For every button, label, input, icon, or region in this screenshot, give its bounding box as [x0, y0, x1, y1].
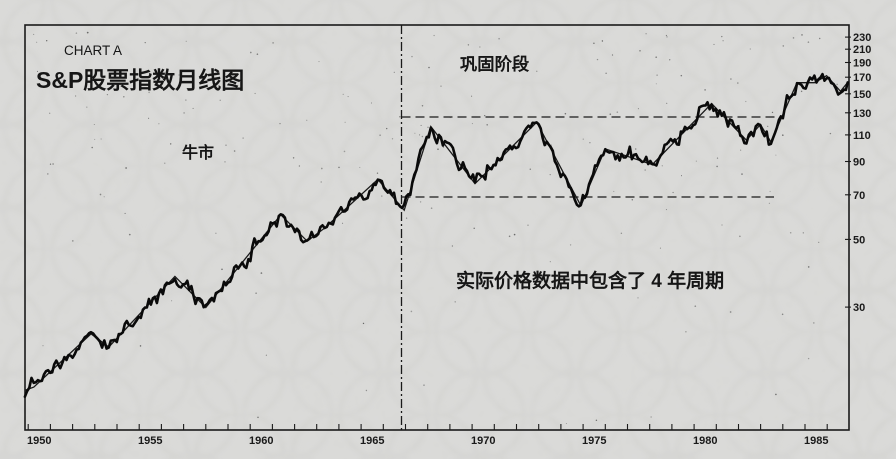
- svg-text:巩固阶段: 巩固阶段: [460, 54, 530, 74]
- svg-text:50: 50: [853, 234, 865, 246]
- svg-text:230: 230: [853, 32, 871, 44]
- svg-text:1965: 1965: [360, 435, 384, 447]
- svg-text:1970: 1970: [471, 435, 495, 447]
- svg-text:1980: 1980: [693, 435, 717, 447]
- svg-text:1985: 1985: [804, 435, 828, 447]
- svg-text:S&P股票指数月线图: S&P股票指数月线图: [36, 67, 244, 93]
- svg-text:30: 30: [853, 302, 865, 314]
- svg-text:CHART A: CHART A: [64, 43, 122, 58]
- svg-text:70: 70: [853, 190, 865, 202]
- svg-text:1960: 1960: [249, 435, 273, 447]
- svg-text:110: 110: [853, 130, 871, 142]
- svg-text:实际价格数据中包含了 4 年周期: 实际价格数据中包含了 4 年周期: [456, 269, 724, 292]
- svg-text:210: 210: [853, 44, 871, 56]
- svg-text:牛市: 牛市: [182, 143, 214, 162]
- svg-text:190: 190: [853, 58, 871, 70]
- svg-text:1950: 1950: [27, 435, 51, 447]
- svg-text:90: 90: [853, 157, 865, 169]
- svg-text:170: 170: [853, 72, 871, 84]
- svg-text:150: 150: [853, 89, 871, 101]
- svg-text:130: 130: [853, 108, 871, 120]
- svg-text:1975: 1975: [582, 435, 606, 447]
- svg-text:1955: 1955: [138, 435, 162, 447]
